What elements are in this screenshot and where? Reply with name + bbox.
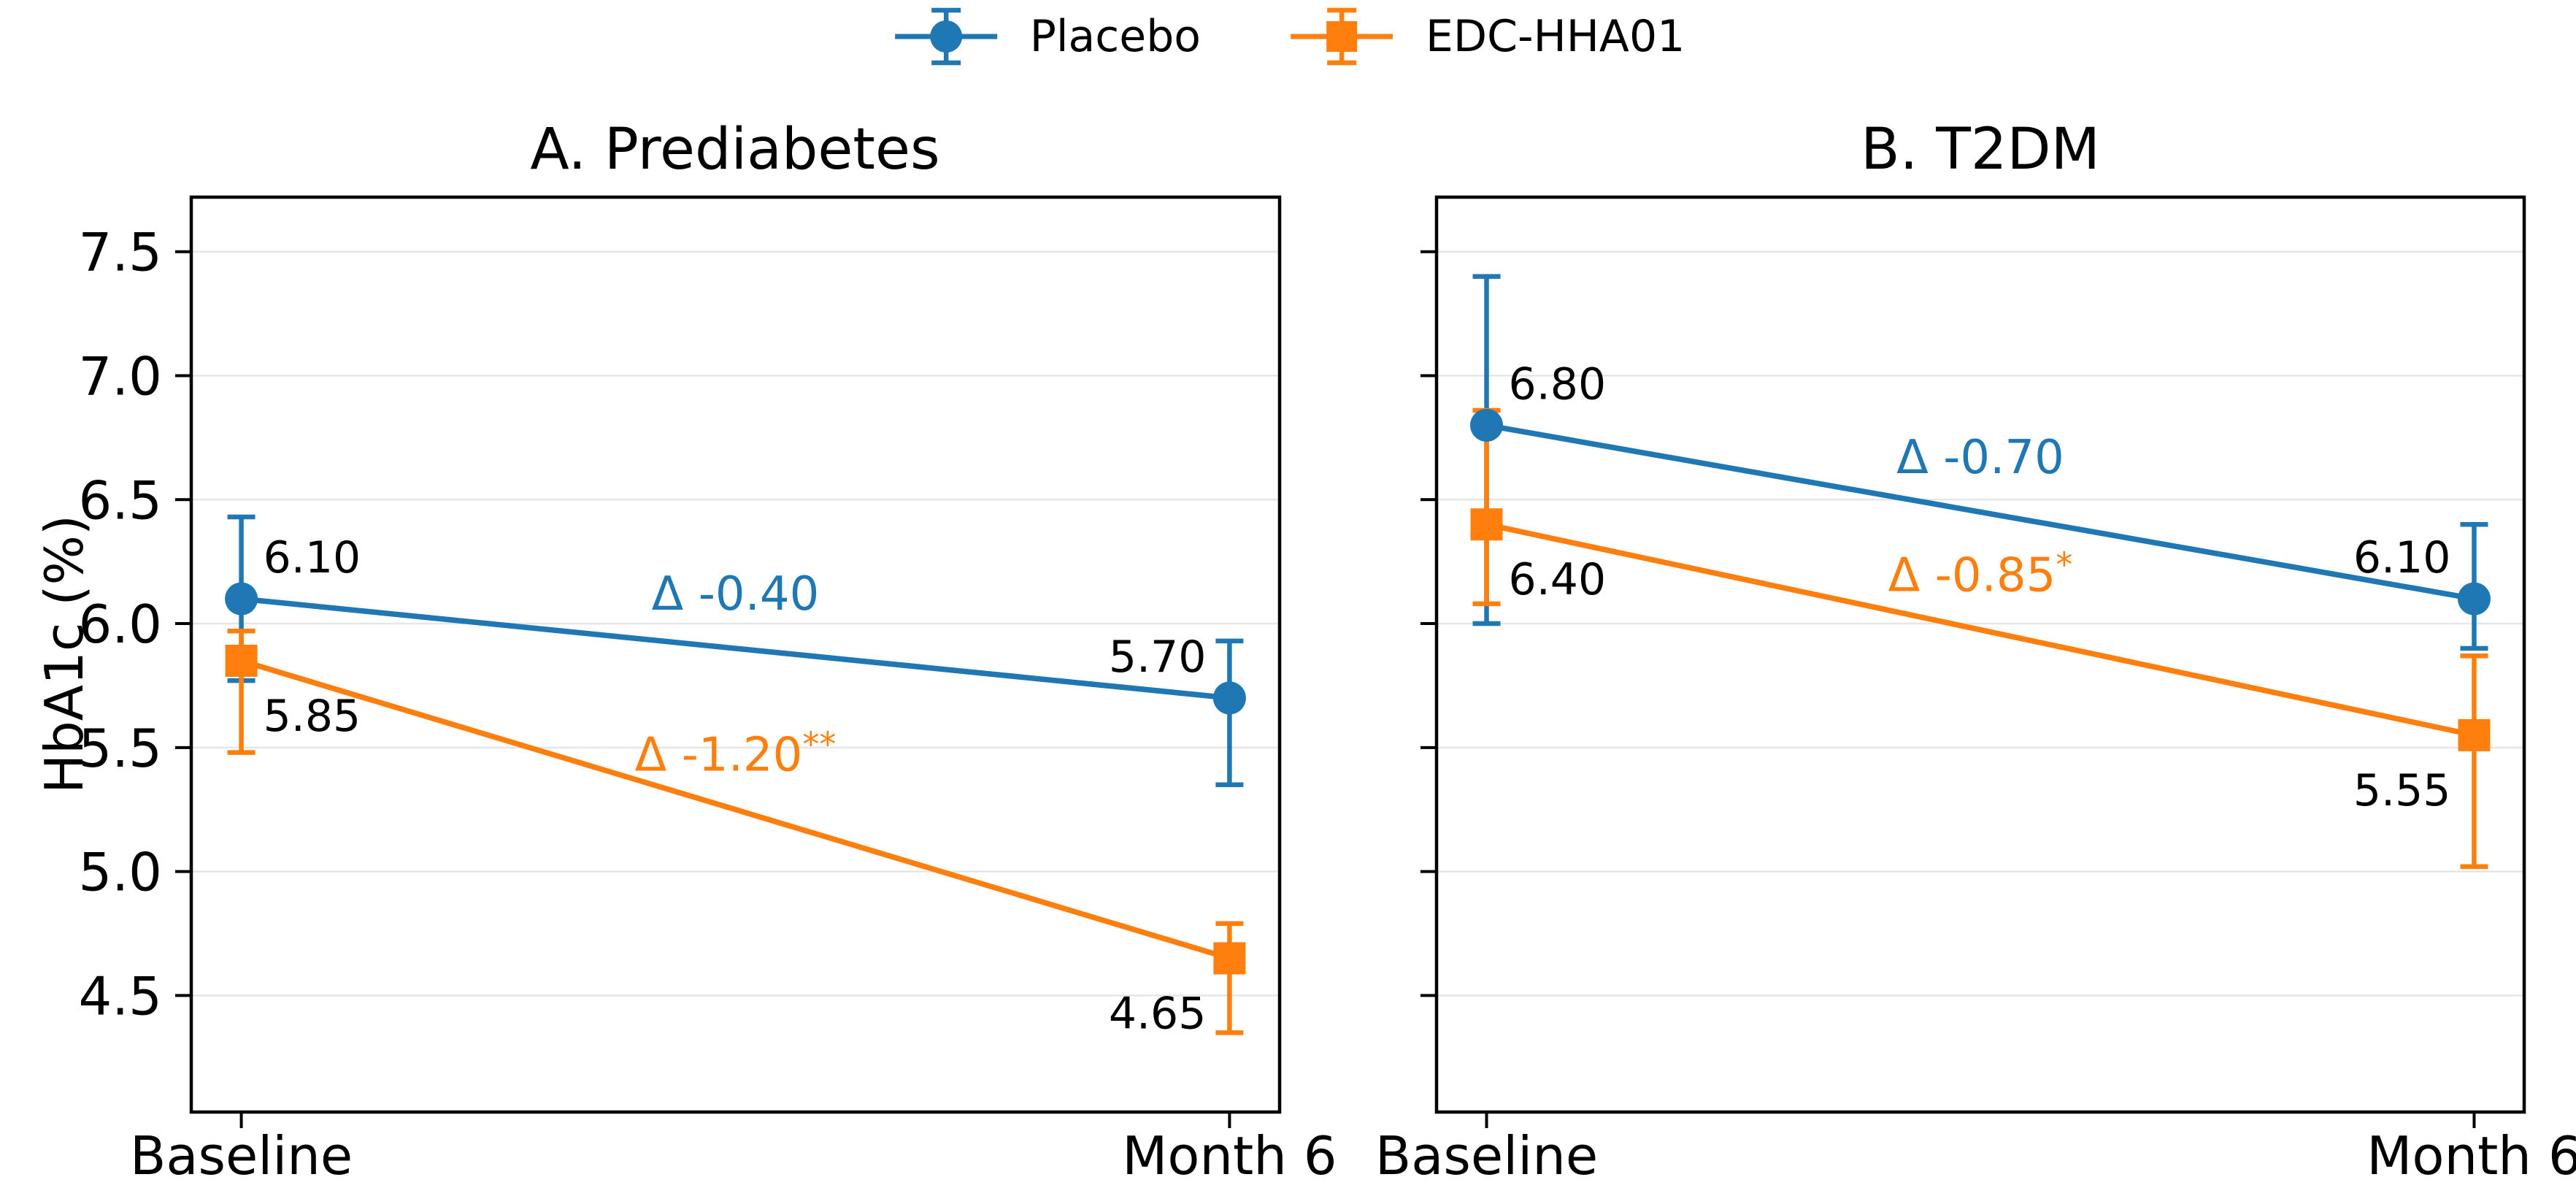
legend-label-placebo: Placebo [1029, 11, 1202, 62]
legend: Placebo EDC-HHA01 [891, 0, 1685, 73]
panel-a-title: A. Prediabetes [530, 117, 940, 183]
series-line [1485, 422, 2475, 602]
y-tick-label: 7.0 [78, 345, 162, 407]
y-tick-label: 5.0 [78, 842, 162, 903]
edc-hha01-errorbar-square-icon [1287, 1, 1396, 72]
x-tick-label: Month 6 [1122, 1125, 1337, 1187]
plot-border [1434, 195, 2526, 1114]
y-tick-label: 4.5 [78, 965, 162, 1027]
data-point-marker [2458, 718, 2491, 751]
data-point-marker [225, 644, 258, 677]
legend-square-marker [1326, 21, 1358, 52]
point-label: 5.70 [1109, 632, 1207, 683]
data-point-marker [1470, 408, 1504, 442]
data-point-marker [2457, 582, 2491, 616]
point-label: 6.10 [2353, 532, 2451, 583]
data-point-marker [1213, 942, 1246, 975]
legend-item-placebo: Placebo [891, 1, 1201, 72]
series-line [241, 596, 1230, 701]
x-tick-label: Month 6 [2367, 1125, 2576, 1187]
delta-annotation: Δ -0.85* [1888, 545, 2073, 603]
legend-item-edc-hha01: EDC-HHA01 [1287, 1, 1685, 72]
legend-marker-icon [894, 7, 997, 66]
x-tick-label: Baseline [130, 1125, 353, 1187]
y-tick-label: 7.5 [78, 222, 162, 283]
point-label: 4.65 [1109, 988, 1207, 1039]
point-label: 6.10 [264, 532, 361, 583]
point-label: 5.55 [2353, 765, 2451, 816]
point-label: 6.80 [1509, 359, 1607, 410]
point-label: 5.85 [264, 691, 361, 742]
x-tick-label: Baseline [1375, 1125, 1598, 1187]
y-axis-label: HbA1c (%) [34, 515, 95, 794]
legend-label-edc-hha01: EDC-HHA01 [1426, 11, 1685, 62]
delta-annotation: Δ -0.70 [1896, 431, 2064, 485]
legend-marker-icon [1291, 7, 1393, 66]
data-point-marker [225, 582, 258, 616]
plot-border [189, 195, 1282, 1114]
y-tick-label: 6.5 [78, 469, 162, 531]
legend-circle-marker [929, 20, 962, 53]
series-line [240, 658, 1231, 962]
data-point-marker [1212, 681, 1246, 715]
series-line [1485, 521, 2475, 738]
delta-annotation: Δ -0.40 [652, 567, 820, 621]
data-point-marker [1470, 508, 1503, 541]
y-tick-label: 5.5 [78, 718, 162, 779]
delta-annotation: Δ -1.20** [635, 725, 837, 783]
y-tick-label: 6.0 [78, 594, 162, 655]
point-label: 6.40 [1509, 554, 1607, 605]
placebo-errorbar-circle-icon [891, 1, 1001, 72]
panel-b-title: B. T2DM [1861, 117, 2100, 183]
